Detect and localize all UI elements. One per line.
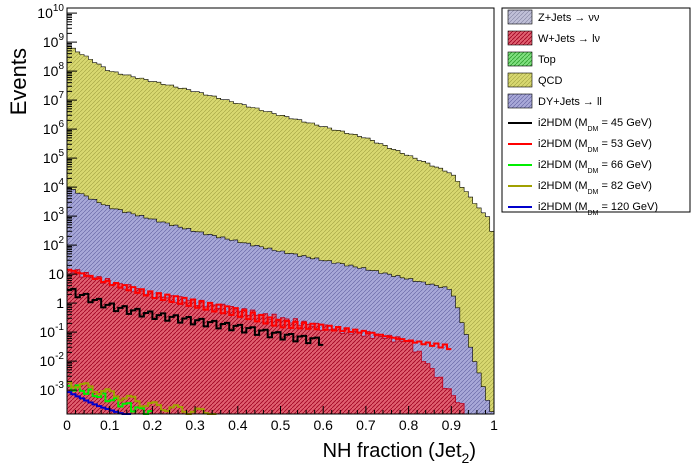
x-tick-label: 0 [63, 417, 71, 433]
legend-label: QCD [538, 75, 563, 87]
legend: Z+Jets → νν W+Jets → lν Top QCD DY+Jets → ll… [501, 7, 691, 217]
x-tick-label: 0.1 [100, 417, 120, 433]
legend-label: i2HDM (MDM = 120 GeV) [538, 201, 658, 217]
signal-line-2 [67, 384, 153, 415]
y-tick-label: 103 [43, 206, 65, 224]
legend-label: i2HDM (MDM = 82 GeV) [538, 180, 652, 196]
legend-swatch [507, 72, 533, 88]
histogram-layer [66, 45, 495, 415]
x-tick-label: 0.8 [399, 417, 419, 433]
y-tick-label: 1 [56, 295, 64, 311]
x-axis-label: NH fraction (Jet2) [323, 440, 476, 466]
y-tick-label: 108 [43, 61, 65, 79]
y-tick-label: 104 [43, 177, 65, 195]
legend-label: i2HDM (MDM = 53 GeV) [538, 138, 652, 154]
x-tick-label: 1 [490, 417, 498, 433]
y-tick-label: 109 [43, 32, 65, 50]
y-tick-label: 102 [43, 235, 65, 253]
legend-swatch [507, 30, 533, 46]
y-tick-label: 10 [48, 266, 64, 282]
y-tick-label: 105 [43, 148, 65, 166]
x-tick-label: 0.2 [143, 417, 163, 433]
legend-label: W+Jets → lν [538, 33, 601, 45]
legend-box [501, 7, 691, 213]
signal-line-0 [67, 287, 324, 346]
signal-line-1 [67, 268, 452, 351]
y-tick-label: 1010 [37, 3, 64, 21]
x-tick-label: 0.6 [313, 417, 333, 433]
axis-layer: 0 0.1 0.2 0.3 0.4 0.5 0.6 0.7 0.8 0.9 1 10-3 10-2 10-… [37, 3, 498, 433]
legend-label: Z+Jets → νν [538, 12, 600, 24]
x-tick-label: 0.4 [228, 417, 248, 433]
x-tick-label: 0.7 [356, 417, 376, 433]
y-tick-label: 10-2 [40, 351, 65, 369]
legend-label: DY+Jets → ll [538, 96, 602, 108]
legend-entries: Z+Jets → νν W+Jets → lν Top QCD DY+Jets → ll… [507, 9, 658, 217]
y-axis-label: Events [6, 48, 31, 115]
legend-swatch [507, 51, 533, 67]
legend-swatch [507, 93, 533, 109]
legend-label: Top [538, 54, 556, 66]
legend-label: i2HDM (MDM = 66 GeV) [538, 159, 652, 175]
legend-swatch [507, 9, 533, 25]
y-tick-label: 10-1 [40, 322, 65, 340]
x-tick-label: 0.3 [185, 417, 205, 433]
x-tick-label: 0.9 [442, 417, 462, 433]
y-tick-label: 107 [43, 90, 65, 108]
legend-label: i2HDM (MDM = 45 GeV) [538, 117, 652, 133]
y-tick-label: 106 [43, 119, 65, 137]
x-tick-label: 0.5 [271, 417, 291, 433]
y-tick-label: 10-3 [40, 380, 65, 398]
